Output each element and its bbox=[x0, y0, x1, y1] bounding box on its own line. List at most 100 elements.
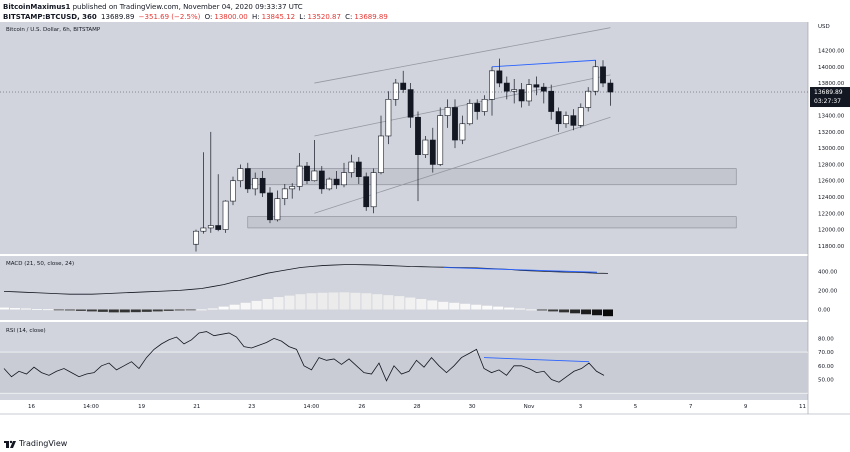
candle-up bbox=[207, 225, 214, 229]
candle-up bbox=[481, 99, 488, 112]
candle-up bbox=[422, 139, 429, 155]
rsi-tick-label: 50.00 bbox=[818, 377, 834, 383]
countdown-tag-label: 03:27:37 bbox=[814, 98, 841, 105]
macd-histogram-bar bbox=[504, 307, 515, 310]
footer-brand: TradingView bbox=[19, 438, 68, 448]
ohlc-open-value: 13800.00 bbox=[214, 13, 248, 21]
candle-up bbox=[230, 180, 236, 202]
macd-histogram-bar bbox=[20, 308, 31, 310]
ohlc-low-label: L: bbox=[299, 13, 306, 21]
macd-histogram-bar bbox=[163, 309, 174, 311]
candle-down bbox=[318, 170, 325, 190]
price-tick-label: 13800.00 bbox=[818, 81, 845, 87]
macd-histogram-bar bbox=[559, 309, 570, 313]
candle-down bbox=[474, 103, 481, 112]
candle-up bbox=[348, 161, 355, 173]
price-tick-label: 13400.00 bbox=[818, 114, 845, 120]
candle-down bbox=[452, 107, 458, 141]
rsi-pane-title: RSI (14, close) bbox=[6, 328, 46, 334]
candle-up bbox=[592, 66, 599, 92]
candle-down bbox=[333, 178, 340, 186]
chart-area[interactable]: Bitcoin / U.S. Dollar, 6h, BITSTAMP MACD … bbox=[0, 22, 850, 436]
candle-up bbox=[370, 172, 377, 208]
macd-histogram-bar bbox=[394, 296, 405, 310]
time-tick-label: 14:00 bbox=[303, 404, 319, 410]
price-tick-label: 13200.00 bbox=[818, 130, 845, 136]
candle-up bbox=[437, 115, 444, 165]
macd-histogram-bar bbox=[383, 295, 394, 310]
rsi-line bbox=[3, 331, 605, 383]
price-tick-label: 13000.00 bbox=[818, 146, 845, 152]
candle-down bbox=[607, 82, 614, 93]
macd-histogram-bar bbox=[218, 306, 229, 310]
tradingview-logo-icon bbox=[4, 438, 16, 448]
macd-histogram-bar bbox=[251, 300, 262, 310]
time-tick-label: Nov bbox=[524, 404, 535, 410]
macd-pane-title: MACD (21, 50, close, 24) bbox=[6, 261, 74, 267]
time-tick-label: 16 bbox=[28, 404, 35, 410]
candle-up bbox=[281, 188, 288, 199]
ohlc-open-label: O: bbox=[204, 13, 213, 21]
time-tick-label: 9 bbox=[744, 404, 748, 410]
macd-histogram-bar bbox=[174, 309, 185, 311]
macd-histogram-bar bbox=[372, 294, 383, 310]
time-tick-label: 19 bbox=[138, 404, 145, 410]
rsi-tick-label: 80.00 bbox=[818, 336, 834, 342]
price-tick-label: 14000.00 bbox=[818, 65, 845, 71]
macd-histogram-bar bbox=[185, 309, 196, 311]
candle-up bbox=[511, 89, 518, 92]
macd-histogram-bar bbox=[273, 297, 284, 310]
macd-tick-label: 200.00 bbox=[818, 288, 838, 294]
macd-histogram-bar bbox=[427, 300, 438, 310]
chart-header: BitcoinMaximus1 published on TradingView… bbox=[3, 2, 390, 22]
time-tick-label: 28 bbox=[414, 404, 421, 410]
candle-up bbox=[392, 82, 399, 100]
candle-up bbox=[585, 90, 592, 108]
macd-histogram-bar bbox=[75, 309, 86, 311]
candle-up bbox=[311, 170, 318, 182]
macd-histogram-bar bbox=[328, 292, 339, 310]
rsi-divergence-line bbox=[483, 357, 590, 363]
macd-histogram-bar bbox=[97, 309, 108, 312]
macd-histogram-bar bbox=[405, 297, 416, 310]
candle-down bbox=[304, 165, 310, 182]
candle-down bbox=[400, 82, 407, 90]
candle-up bbox=[459, 123, 466, 141]
price-tick-label: 12000.00 bbox=[818, 228, 845, 234]
macd-histogram-bar bbox=[64, 309, 75, 311]
candle-down bbox=[533, 84, 540, 88]
candle-up bbox=[385, 99, 392, 137]
time-tick-label: 23 bbox=[248, 404, 255, 410]
candle-down bbox=[259, 177, 266, 194]
publisher-name[interactable]: BitcoinMaximus1 bbox=[3, 3, 71, 11]
macd-histogram-bar bbox=[482, 305, 493, 310]
candle-down bbox=[429, 139, 436, 165]
price-tick-label: 12400.00 bbox=[818, 195, 845, 201]
ohlc-high-label: H: bbox=[252, 13, 260, 21]
macd-histogram-bar bbox=[581, 309, 592, 315]
macd-histogram-bar bbox=[31, 309, 42, 310]
macd-histogram-bar bbox=[295, 294, 306, 310]
macd-histogram-bar bbox=[570, 309, 581, 314]
candle-down bbox=[570, 115, 577, 126]
time-tick-label: 3 bbox=[579, 404, 583, 410]
candle-up bbox=[289, 186, 296, 190]
macd-histogram-bar bbox=[42, 309, 53, 311]
trendline-channel-upper bbox=[314, 27, 611, 84]
candle-up bbox=[444, 107, 451, 116]
macd-histogram-bar bbox=[361, 293, 372, 310]
candle-down bbox=[407, 89, 414, 118]
candle-down bbox=[215, 225, 222, 230]
rsi-band bbox=[0, 352, 808, 394]
publish-info: published on TradingView.com, November 0… bbox=[72, 3, 303, 11]
candle-up bbox=[563, 115, 569, 125]
time-tick-label: 7 bbox=[689, 404, 693, 410]
candle-up bbox=[526, 84, 532, 102]
macd-histogram-bar bbox=[526, 309, 537, 311]
macd-histogram-bar bbox=[108, 309, 119, 313]
candle-down bbox=[415, 116, 421, 155]
time-tick-label: 26 bbox=[358, 404, 365, 410]
price-pane-title: Bitcoin / U.S. Dollar, 6h, BITSTAMP bbox=[6, 27, 101, 33]
macd-histogram-bar bbox=[152, 309, 163, 312]
macd-histogram-bar bbox=[548, 309, 559, 312]
